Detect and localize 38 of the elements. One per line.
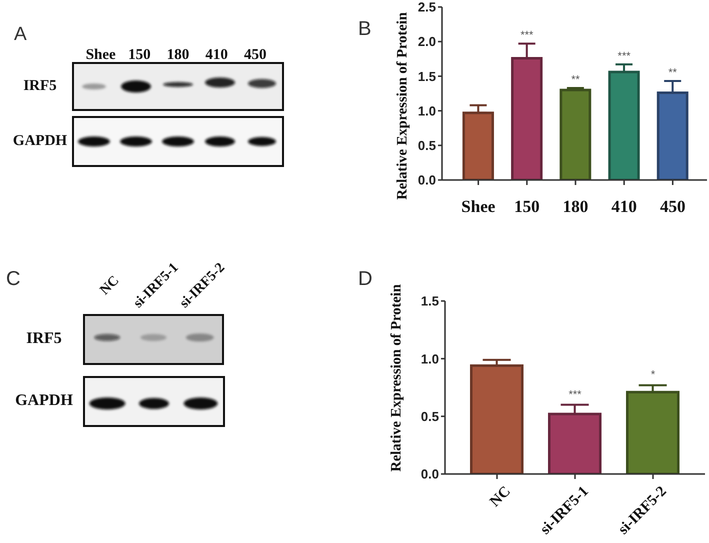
category-label: 180 bbox=[166, 47, 190, 63]
category-label: IRF5 bbox=[26, 330, 62, 348]
text: C bbox=[6, 268, 20, 290]
y-axis-title: Relative Expression of Protein bbox=[394, 12, 410, 200]
y-tick-label: 1.5 bbox=[418, 68, 436, 84]
y-tick-label: 2.5 bbox=[418, 0, 436, 15]
category-label: GAPDH bbox=[12, 132, 68, 149]
category-label: GAPDH bbox=[15, 392, 73, 410]
y-tick-label: 1.0 bbox=[420, 351, 439, 366]
x-tick-label: Shee bbox=[461, 197, 496, 216]
y-tick-label: 2.0 bbox=[418, 34, 436, 50]
y-tick-label: 1.5 bbox=[420, 294, 439, 309]
annotation: ** bbox=[571, 74, 580, 86]
y-tick-label: 0.0 bbox=[420, 466, 439, 482]
annotation: *** bbox=[520, 30, 534, 42]
text: B bbox=[358, 18, 372, 40]
x-tick-label: 180 bbox=[562, 197, 588, 216]
category-label: NC bbox=[98, 273, 122, 298]
annotation: ** bbox=[668, 67, 678, 80]
annotation: *** bbox=[618, 50, 632, 62]
y-axis-title: Relative Expression of Protein bbox=[388, 284, 404, 472]
x-tick-label: 450 bbox=[660, 197, 686, 216]
category-label: 150 bbox=[128, 47, 151, 63]
chart-title: D bbox=[358, 268, 372, 290]
text: A bbox=[14, 24, 27, 45]
y-tick-label: 0.5 bbox=[418, 138, 436, 154]
x-tick-label: 150 bbox=[514, 197, 540, 216]
category-label: IRF5 bbox=[23, 78, 57, 94]
category-label: Shee bbox=[86, 47, 116, 63]
y-tick-label: 0.5 bbox=[420, 408, 439, 424]
x-tick-label: 410 bbox=[611, 197, 637, 216]
annotation: *** bbox=[568, 388, 582, 401]
category-label: 410 bbox=[205, 47, 228, 63]
y-tick-label: 0.0 bbox=[418, 172, 436, 188]
annotation: * bbox=[650, 369, 656, 382]
x-tick-label: NC bbox=[487, 484, 514, 510]
y-tick-label: 1.0 bbox=[418, 103, 436, 118]
category-label: 450 bbox=[244, 47, 267, 63]
